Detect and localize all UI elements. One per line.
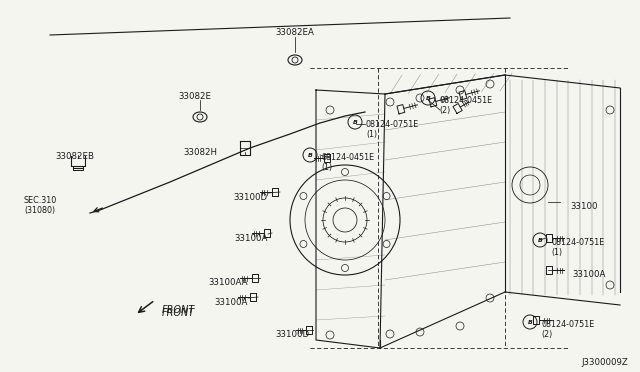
- Text: B: B: [426, 96, 430, 101]
- Text: 33082EB: 33082EB: [56, 152, 95, 161]
- Text: 08124-0751E: 08124-0751E: [541, 320, 595, 329]
- Text: J3300009Z: J3300009Z: [581, 358, 628, 367]
- Text: 33100AA: 33100AA: [209, 278, 248, 287]
- Text: 08124-0751E: 08124-0751E: [551, 238, 604, 247]
- Text: 33082E: 33082E: [179, 92, 211, 101]
- Text: (1): (1): [321, 163, 332, 172]
- Text: 33100D: 33100D: [275, 330, 309, 339]
- Text: 08124-0451E: 08124-0451E: [321, 153, 374, 162]
- Text: 33100A: 33100A: [214, 298, 248, 307]
- Text: SEC.310: SEC.310: [24, 196, 56, 205]
- Text: 33100D: 33100D: [234, 193, 268, 202]
- Text: 33100A: 33100A: [572, 270, 605, 279]
- Text: FRONT: FRONT: [162, 305, 195, 315]
- Text: FRONT: FRONT: [162, 308, 195, 318]
- Text: 33100A: 33100A: [235, 234, 268, 243]
- Text: 33082EA: 33082EA: [276, 28, 314, 37]
- Text: B: B: [353, 120, 357, 125]
- Text: (1): (1): [551, 248, 562, 257]
- Text: 33100: 33100: [570, 202, 598, 211]
- Text: (2): (2): [439, 106, 451, 115]
- Text: 08124-0751E: 08124-0751E: [366, 120, 419, 129]
- Text: B: B: [308, 153, 312, 158]
- Text: 33082H: 33082H: [183, 148, 217, 157]
- Text: B: B: [527, 320, 532, 325]
- Text: B: B: [538, 238, 542, 243]
- Text: 08124-0451E: 08124-0451E: [439, 96, 492, 105]
- Text: (31080): (31080): [24, 206, 56, 215]
- Text: (1): (1): [366, 130, 377, 139]
- Text: (2): (2): [541, 330, 552, 339]
